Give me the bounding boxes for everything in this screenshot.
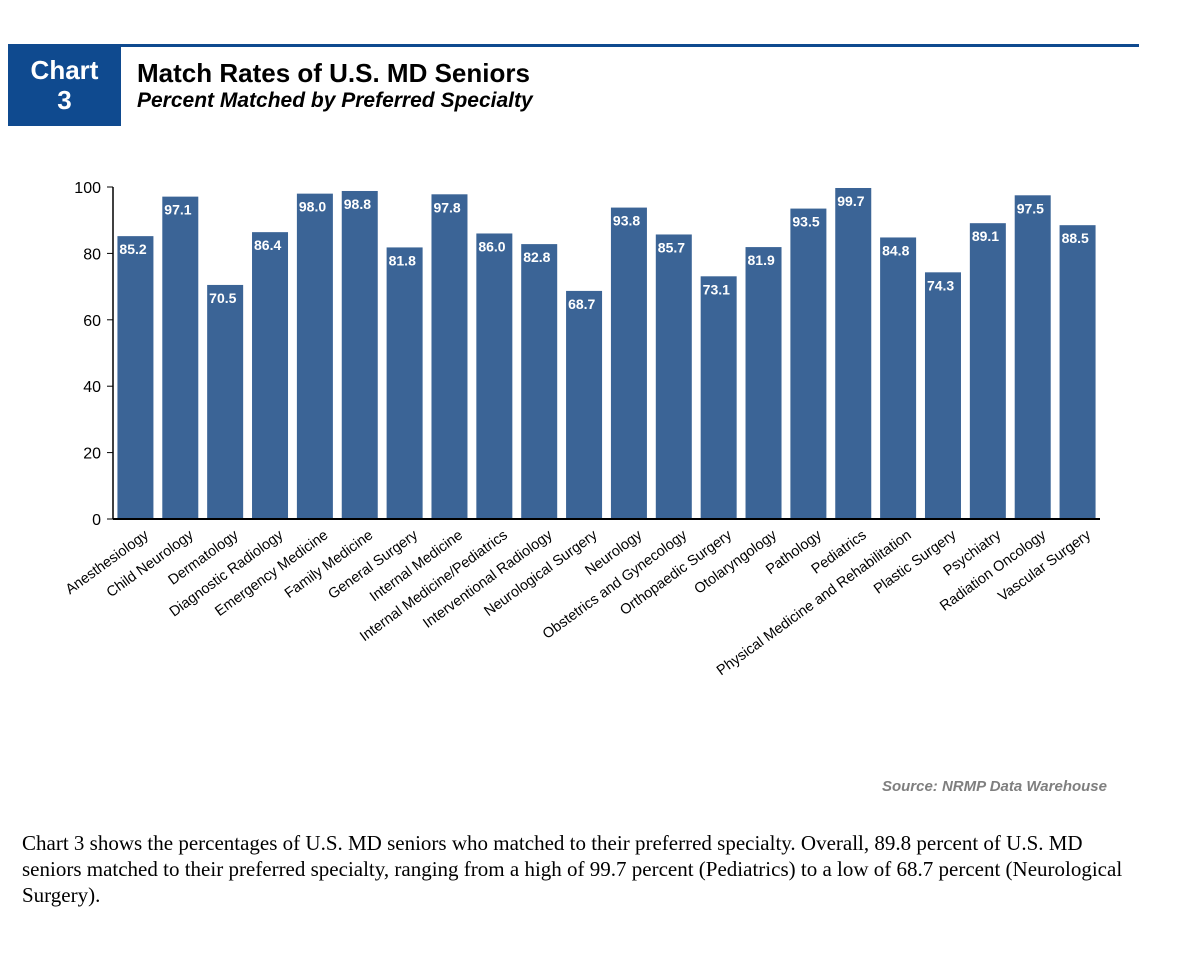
bar <box>880 237 917 520</box>
bar <box>296 193 333 519</box>
bar-value-label: 73.1 <box>703 281 730 297</box>
bar <box>386 247 423 519</box>
bar-value-label: 93.5 <box>792 214 819 230</box>
bar <box>431 194 468 519</box>
bar-value-label: 98.8 <box>344 196 371 212</box>
bar <box>655 234 692 519</box>
bar-value-label: 74.3 <box>927 277 954 293</box>
bar <box>476 233 513 520</box>
chart-number-badge: Chart 3 <box>8 44 121 126</box>
bar-value-label: 97.1 <box>164 202 191 218</box>
chart-title: Match Rates of U.S. MD Seniors <box>137 58 530 88</box>
bar-value-label: 82.8 <box>523 249 550 265</box>
bar-value-label: 81.8 <box>389 252 416 268</box>
bar-chart: 02040608010085.2Anesthesiology97.1Child … <box>63 180 1100 679</box>
bar <box>341 190 378 519</box>
bar-value-label: 81.9 <box>748 252 775 268</box>
bar <box>117 236 154 520</box>
bar-value-label: 86.4 <box>254 237 281 253</box>
bar-value-label: 85.2 <box>119 241 146 257</box>
bar-value-label: 89.1 <box>972 228 999 244</box>
badge-label: Chart <box>30 55 99 85</box>
bar-value-label: 97.8 <box>433 199 460 215</box>
bar <box>566 290 603 519</box>
bar <box>835 187 872 519</box>
bar <box>521 244 558 519</box>
bar <box>610 207 647 520</box>
bar-value-label: 84.8 <box>882 242 909 258</box>
source-note: Source: NRMP Data Warehouse <box>881 778 1107 795</box>
bar <box>924 272 961 519</box>
badge-number: 3 <box>57 85 72 115</box>
y-tick-label: 60 <box>83 313 101 330</box>
bar <box>207 284 244 519</box>
bar-value-label: 86.0 <box>478 238 505 254</box>
bar <box>745 247 782 520</box>
y-tick-label: 100 <box>74 180 101 197</box>
bar-value-label: 68.7 <box>568 296 595 312</box>
chart-caption: Chart 3 shows the percentages of U.S. MD… <box>22 831 1123 907</box>
y-tick-label: 20 <box>83 446 101 463</box>
bar <box>162 196 199 520</box>
bar-value-label: 85.7 <box>658 239 685 255</box>
header-rule <box>121 44 1139 47</box>
bar <box>790 208 827 519</box>
bar-value-label: 99.7 <box>837 193 864 209</box>
bar <box>700 276 737 519</box>
bar <box>1014 195 1051 520</box>
bar <box>252 232 289 520</box>
y-tick-label: 80 <box>83 246 101 263</box>
bar-value-label: 97.5 <box>1017 200 1044 216</box>
y-tick-label: 40 <box>83 379 101 396</box>
chart-subtitle: Percent Matched by Preferred Specialty <box>137 89 533 112</box>
bar-value-label: 98.0 <box>299 199 326 215</box>
bar-value-label: 93.8 <box>613 213 640 229</box>
y-tick-label: 0 <box>92 512 101 529</box>
bar-value-label: 88.5 <box>1062 230 1089 246</box>
bar-value-label: 70.5 <box>209 290 236 306</box>
bar <box>969 223 1006 520</box>
bar <box>1059 225 1096 519</box>
